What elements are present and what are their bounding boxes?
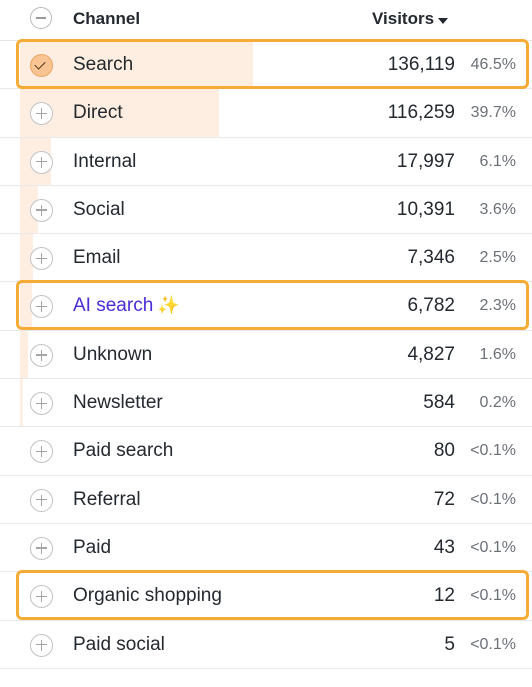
table-body: Search 136,119 46.5% Direct 116,259 39.7% Inte… — [0, 39, 532, 669]
table-row[interactable]: Paid search 80 <0.1% — [0, 427, 532, 476]
visitors-value: 17,997 — [396, 150, 455, 172]
share-bar — [20, 282, 32, 330]
visitors-value: 136,119 — [387, 54, 455, 75]
channel-label: Organic shopping — [73, 585, 222, 607]
share-bar — [20, 234, 33, 282]
share-bar — [20, 330, 28, 379]
table-row[interactable]: Paid social 5 <0.1% — [0, 621, 532, 669]
channel-label-text: Newsletter — [73, 392, 163, 414]
channel-label-text: AI search — [73, 295, 154, 317]
channel-label-text: Organic shopping — [73, 585, 222, 607]
visitors-percent: <0.1% — [470, 587, 516, 605]
visitors-percent: 2.5% — [479, 249, 516, 267]
table-row[interactable]: AI search ✨ 6,782 2.3% — [0, 282, 532, 331]
plus-circle-icon[interactable] — [30, 536, 53, 560]
table-row[interactable]: Email 7,346 2.5% — [0, 234, 532, 283]
visitors-percent: <0.1% — [470, 490, 516, 508]
visitors-value: 43 — [433, 536, 455, 558]
minus-circle-icon[interactable] — [30, 7, 52, 29]
visitors-value: 5 — [444, 633, 455, 655]
channel-label: Unknown — [73, 344, 152, 366]
share-bar — [20, 379, 23, 427]
share-bar — [20, 185, 38, 234]
channel-label: Internal — [73, 151, 136, 173]
visitors-percent: 0.2% — [479, 394, 516, 412]
table-row[interactable]: Search 136,119 46.5% — [0, 41, 532, 90]
channel-label: Paid search — [73, 440, 173, 462]
plus-circle-icon[interactable] — [30, 633, 53, 657]
channel-label-text: Email — [73, 247, 121, 269]
visitors-percent: 39.7% — [470, 104, 516, 122]
visitors-value: 12 — [433, 585, 455, 607]
table-row[interactable]: Internal 17,997 6.1% — [0, 137, 532, 186]
plus-circle-icon[interactable] — [30, 198, 53, 222]
plus-circle-icon[interactable] — [30, 440, 53, 464]
plus-circle-icon[interactable] — [30, 343, 53, 367]
table-row[interactable]: Paid 43 <0.1% — [0, 524, 532, 573]
visitors-percent: <0.1% — [470, 442, 516, 460]
visitors-value: 10,391 — [396, 198, 455, 220]
visitors-percent: 1.6% — [479, 345, 516, 363]
sparkle-icon: ✨ — [157, 295, 180, 317]
channel-table: Channel Visitors Search 136,119 46.5% Direc… — [0, 0, 532, 669]
visitors-value: 72 — [433, 488, 455, 510]
channel-label-text: Paid search — [73, 440, 174, 462]
visitors-percent: 46.5% — [470, 56, 516, 73]
channel-label: Social — [73, 199, 125, 221]
visitors-value: 4,827 — [407, 343, 455, 365]
plus-circle-icon[interactable] — [30, 247, 53, 271]
channel-label-text: Paid — [73, 536, 112, 558]
channel-label: Paid — [73, 537, 111, 559]
table-row[interactable]: Direct 116,259 39.7% — [0, 89, 532, 138]
channel-label: Newsletter — [73, 392, 163, 414]
share-bar — [20, 41, 253, 89]
channel-label: Paid social — [73, 634, 165, 656]
visitors-header-label: Visitors — [372, 9, 435, 28]
plus-circle-icon[interactable] — [30, 392, 53, 416]
visitors-value: 6,782 — [407, 295, 455, 317]
channel-label-text: Referral — [73, 488, 141, 510]
plus-circle-icon[interactable] — [30, 585, 53, 609]
table-header: Channel Visitors — [0, 0, 532, 41]
channel-label-text: Search — [73, 54, 134, 75]
visitors-value: 7,346 — [407, 247, 455, 269]
channel-label-text: Social — [73, 198, 125, 220]
plus-circle-icon[interactable] — [30, 102, 53, 126]
table-row[interactable]: Newsletter 584 0.2% — [0, 379, 532, 428]
plus-circle-icon[interactable] — [30, 150, 53, 174]
visitors-value: 80 — [433, 440, 455, 462]
channel-label-text: Direct — [73, 102, 123, 124]
table-row[interactable]: Organic shopping 12 <0.1% — [0, 572, 532, 621]
visitors-column-header[interactable]: Visitors — [372, 9, 449, 29]
channel-label: Email — [73, 247, 121, 269]
plus-circle-icon[interactable] — [30, 488, 53, 512]
visitors-percent: <0.1% — [470, 538, 516, 556]
channel-column-header[interactable]: Channel — [73, 9, 141, 28]
table-row[interactable]: Social 10,391 3.6% — [0, 185, 532, 235]
check-circle-icon[interactable] — [30, 54, 53, 77]
table-row[interactable]: Unknown 4,827 1.6% — [0, 330, 532, 380]
visitors-percent: 2.3% — [479, 297, 516, 315]
channel-label: Search — [73, 54, 133, 76]
channel-label-text: Unknown — [73, 343, 153, 365]
channel-label: Referral — [73, 489, 141, 511]
table-row[interactable]: Referral 72 <0.1% — [0, 476, 532, 524]
channel-label: Direct — [73, 102, 123, 124]
channel-label-text: Paid social — [73, 633, 165, 655]
visitors-percent: 6.1% — [479, 152, 516, 170]
caret-down-icon[interactable] — [438, 17, 449, 24]
plus-circle-icon[interactable] — [30, 295, 53, 319]
channel-label: AI search ✨ — [73, 295, 180, 317]
channel-label-text: Internal — [73, 150, 137, 172]
visitors-value: 584 — [423, 392, 455, 414]
share-bar — [20, 89, 219, 137]
visitors-value: 116,259 — [387, 102, 455, 124]
visitors-percent: <0.1% — [470, 635, 516, 653]
visitors-percent: 3.6% — [479, 200, 516, 218]
